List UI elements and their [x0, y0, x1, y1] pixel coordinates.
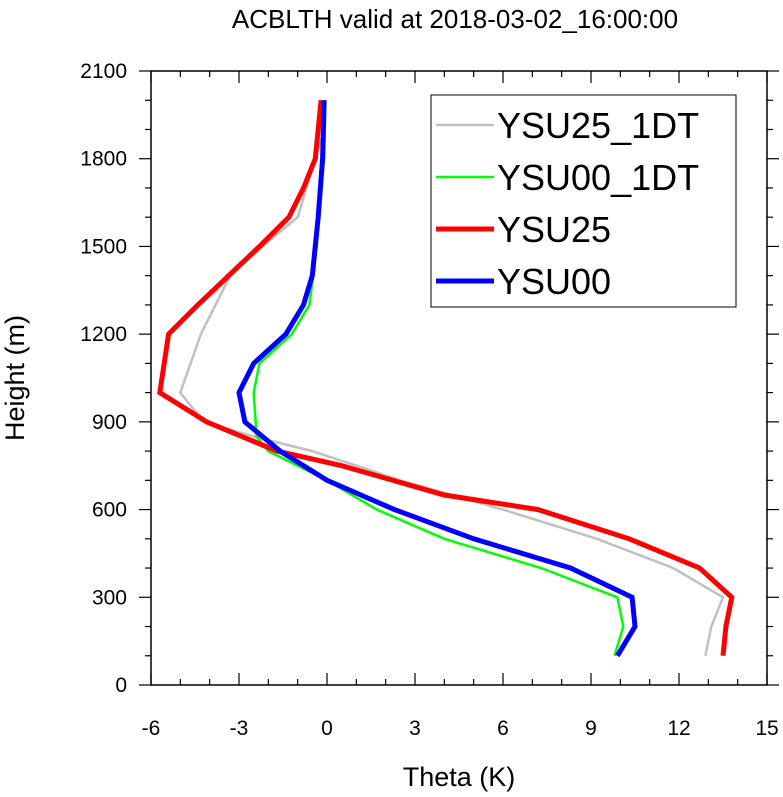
x-tick-label: -6: [142, 717, 161, 740]
x-tick-label: 0: [321, 717, 333, 740]
legend-label-ysu25-1dt: YSU25_1DT: [497, 105, 699, 146]
y-tick-label: 1500: [80, 235, 127, 258]
y-tick-label: 300: [92, 586, 127, 609]
y-tick-label: 1800: [80, 148, 127, 171]
chart-title: ACBLTH valid at 2018-03-02_16:00:00: [232, 4, 678, 34]
x-tick-label: 3: [409, 717, 421, 740]
legend-label-ysu00-1dt: YSU00_1DT: [497, 157, 699, 198]
x-tick-label: 6: [497, 717, 509, 740]
x-tick-label: 15: [755, 717, 778, 740]
legend: YSU25_1DT YSU00_1DT YSU25 YSU00: [430, 94, 737, 308]
y-tick-label: 0: [115, 674, 127, 697]
x-tick-label: 9: [585, 717, 597, 740]
series-line-ysu25: [157, 99, 735, 657]
x-tick-label: -3: [230, 717, 249, 740]
x-axis-label: Theta (K): [403, 762, 516, 792]
y-axis-label: Height (m): [0, 315, 30, 441]
legend-label-ysu25: YSU25: [497, 209, 611, 250]
tick-labels: -6 -3 0 3 6 9 12 15 0 300 600 900 1200 1500 1800 2100: [80, 60, 778, 740]
x-tick-label: 12: [667, 717, 690, 740]
plot-frame: [150, 70, 768, 686]
y-tick-label: 2100: [80, 60, 127, 83]
y-tick-label: 1200: [80, 323, 127, 346]
y-tick-label: 600: [92, 499, 127, 522]
series-lines: [157, 99, 735, 658]
axis-ticks: [139, 70, 779, 686]
series-line-ysu00: [236, 100, 638, 658]
y-tick-label: 900: [92, 411, 127, 434]
legend-label-ysu00: YSU00: [497, 261, 611, 302]
legend-box: [430, 94, 737, 308]
